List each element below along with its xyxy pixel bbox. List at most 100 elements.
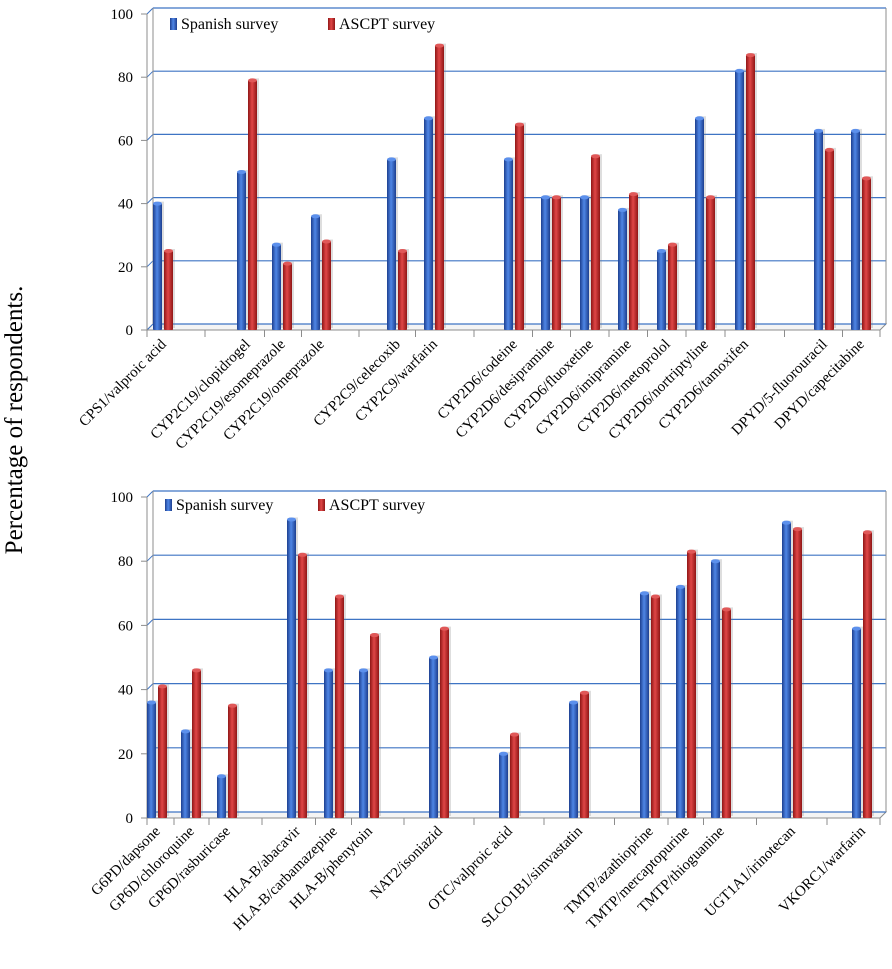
- bar-body: [552, 197, 561, 330]
- gridline-depth: [146, 619, 154, 626]
- bar-ascpt: [668, 242, 679, 330]
- bar-top: [324, 668, 333, 673]
- bar-spanish: [147, 700, 158, 818]
- bar-body: [852, 628, 861, 818]
- bar-body: [515, 124, 524, 330]
- bar-top: [153, 201, 162, 206]
- bar-body: [746, 55, 755, 331]
- y-tick-label: 20: [118, 747, 133, 763]
- bar-spanish: [618, 207, 629, 330]
- bar-top: [629, 192, 638, 197]
- bar-body: [387, 159, 396, 330]
- bar-spanish: [387, 157, 398, 330]
- bar-body: [324, 670, 333, 818]
- bar-top: [387, 157, 396, 162]
- bar-ascpt: [370, 633, 381, 818]
- bar-body: [640, 593, 649, 818]
- bar-top: [370, 633, 379, 638]
- bar-ascpt: [228, 703, 239, 818]
- bar-spanish: [181, 729, 192, 818]
- bar-body: [676, 586, 685, 818]
- bar-body: [181, 731, 190, 818]
- bar-spanish: [324, 668, 335, 818]
- legend-swatch-spanish: [170, 18, 177, 30]
- bar-body: [825, 149, 834, 330]
- bar-top: [440, 626, 449, 631]
- gridline-depth: [146, 323, 154, 331]
- bar-spanish: [541, 195, 552, 330]
- bar-ascpt: [283, 261, 294, 330]
- bar-body: [335, 596, 344, 818]
- bar-body: [228, 705, 237, 818]
- y-tick-label: 80: [118, 554, 133, 570]
- bar-ascpt: [706, 195, 717, 330]
- y-tick-label: 20: [118, 260, 133, 276]
- bar-top: [181, 729, 190, 734]
- bar-ascpt: [158, 684, 169, 818]
- bar-spanish: [735, 68, 746, 330]
- bar-spanish: [569, 700, 580, 818]
- bar-body: [435, 45, 444, 330]
- y-tick-label: 60: [118, 133, 133, 149]
- bar-body: [192, 670, 201, 818]
- bar-body: [164, 251, 173, 330]
- legend-label-spanish: Spanish survey: [176, 497, 273, 514]
- bar-top: [852, 626, 861, 631]
- legend-label-ascpt: ASCPT survey: [329, 497, 425, 514]
- bar-top: [429, 655, 438, 660]
- bar-top: [228, 703, 237, 708]
- bar-body: [370, 635, 379, 818]
- bar-ascpt: [335, 594, 346, 818]
- bar-ascpt: [862, 176, 873, 330]
- bar-body: [618, 209, 627, 330]
- y-tick-label: 100: [111, 7, 134, 23]
- legend-swatch-spanish: [165, 499, 172, 511]
- bar-top: [580, 195, 589, 200]
- bar-top: [851, 128, 860, 133]
- bar-top: [722, 607, 731, 612]
- bar-ascpt: [440, 626, 451, 818]
- bar-body: [158, 686, 167, 818]
- bar-body: [651, 596, 660, 818]
- bar-top: [695, 116, 704, 121]
- bar-spanish: [499, 751, 510, 818]
- bar-ascpt: [722, 607, 733, 818]
- bar-top: [618, 207, 627, 212]
- bar-top: [504, 157, 513, 162]
- bar-spanish: [851, 128, 862, 330]
- bar-body: [359, 670, 368, 818]
- bar-spanish: [852, 626, 863, 818]
- bar-body: [248, 80, 257, 330]
- bar-top: [552, 195, 561, 200]
- bar-body: [322, 241, 331, 330]
- bar-top: [398, 249, 407, 253]
- bar-body: [237, 172, 246, 330]
- bar-top: [863, 530, 872, 535]
- bar-body: [272, 244, 281, 330]
- y-tick-label: 40: [118, 197, 133, 213]
- y-tick-label: 40: [118, 683, 133, 699]
- bar-body: [398, 251, 407, 330]
- bar-spanish: [287, 517, 298, 818]
- bar-body: [429, 657, 438, 818]
- bar-body: [814, 130, 823, 330]
- bar-body: [851, 130, 860, 330]
- bar-top: [322, 239, 331, 244]
- y-tick-label: 100: [111, 490, 134, 506]
- bar-ascpt: [863, 530, 874, 818]
- bar-body: [499, 753, 508, 818]
- y-tick-label: 60: [118, 618, 133, 634]
- bar-body: [424, 118, 433, 330]
- bar-body: [217, 776, 226, 818]
- gridline-depth: [146, 490, 154, 498]
- legend-label-spanish: Spanish survey: [181, 16, 278, 33]
- x-category-label: CPS1/valproic acid: [76, 336, 170, 430]
- bar-spanish: [429, 655, 440, 818]
- bar-top: [335, 594, 344, 599]
- bar-ascpt: [687, 549, 698, 818]
- bar-top: [515, 122, 524, 127]
- bar-body: [153, 203, 162, 330]
- bar-top: [687, 549, 696, 554]
- bar-spanish: [424, 116, 435, 330]
- bar-spanish: [217, 774, 228, 818]
